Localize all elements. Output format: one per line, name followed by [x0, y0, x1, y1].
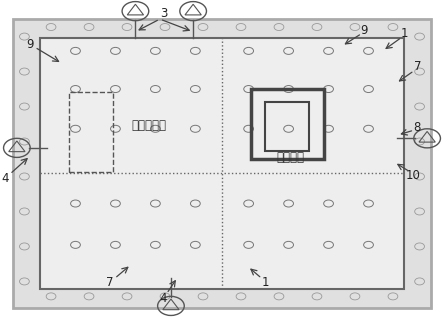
Bar — [40, 38, 404, 289]
Bar — [265, 102, 309, 151]
Text: 9: 9 — [361, 24, 368, 37]
Bar — [69, 92, 113, 172]
Text: 10: 10 — [405, 169, 420, 182]
Text: 8: 8 — [414, 121, 421, 134]
Text: 7: 7 — [414, 60, 421, 73]
Bar — [251, 89, 324, 159]
Text: 9: 9 — [27, 38, 34, 51]
Text: 7: 7 — [107, 276, 114, 289]
Text: 地下室垃层: 地下室垃层 — [131, 119, 166, 132]
Text: 3: 3 — [161, 7, 168, 20]
Text: 1: 1 — [262, 276, 269, 289]
Text: 4: 4 — [2, 172, 9, 184]
Text: 1: 1 — [400, 27, 408, 40]
Text: 4: 4 — [160, 292, 167, 305]
Text: 局部深坑: 局部深坑 — [277, 151, 305, 164]
